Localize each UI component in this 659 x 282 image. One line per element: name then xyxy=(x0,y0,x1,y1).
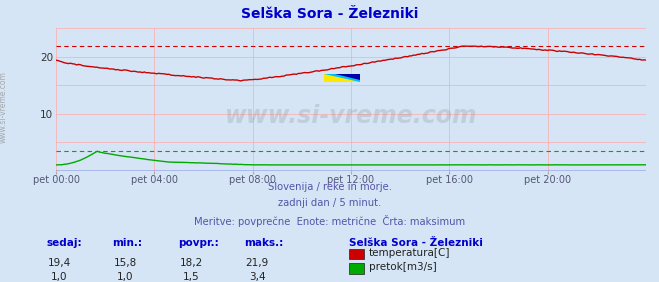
Text: 1,5: 1,5 xyxy=(183,272,200,282)
Text: Meritve: povprečne  Enote: metrične  Črta: maksimum: Meritve: povprečne Enote: metrične Črta:… xyxy=(194,215,465,227)
Text: 18,2: 18,2 xyxy=(179,258,203,268)
Text: maks.:: maks.: xyxy=(244,238,283,248)
Text: 15,8: 15,8 xyxy=(113,258,137,268)
Text: Selška Sora - Železniki: Selška Sora - Železniki xyxy=(241,7,418,21)
Polygon shape xyxy=(335,74,360,80)
Text: min.:: min.: xyxy=(112,238,142,248)
Text: pretok[m3/s]: pretok[m3/s] xyxy=(369,262,437,272)
Text: Selška Sora - Železniki: Selška Sora - Železniki xyxy=(349,238,483,248)
Text: zadnji dan / 5 minut.: zadnji dan / 5 minut. xyxy=(278,198,381,208)
Text: 1,0: 1,0 xyxy=(51,272,68,282)
Text: 1,0: 1,0 xyxy=(117,272,134,282)
Text: 3,4: 3,4 xyxy=(248,272,266,282)
Text: povpr.:: povpr.: xyxy=(178,238,219,248)
Text: sedaj:: sedaj: xyxy=(46,238,82,248)
Polygon shape xyxy=(324,74,360,82)
Text: 19,4: 19,4 xyxy=(47,258,71,268)
Bar xyxy=(324,74,360,82)
Text: 21,9: 21,9 xyxy=(245,258,269,268)
Text: www.si-vreme.com: www.si-vreme.com xyxy=(0,71,8,143)
Text: www.si-vreme.com: www.si-vreme.com xyxy=(225,105,477,129)
Text: Slovenija / reke in morje.: Slovenija / reke in morje. xyxy=(268,182,391,192)
Text: temperatura[C]: temperatura[C] xyxy=(369,248,451,258)
